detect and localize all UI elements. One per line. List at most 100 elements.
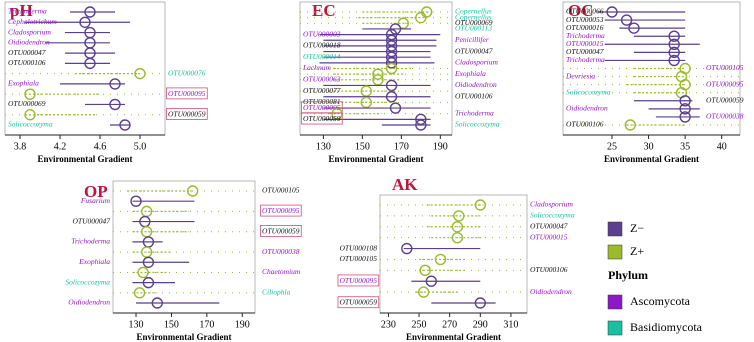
panel-title: AK bbox=[392, 175, 418, 194]
x-axis-label: Environmental Gradient bbox=[406, 332, 501, 342]
legend-swatch bbox=[607, 294, 623, 310]
taxon-label: Solicoccozyma bbox=[530, 211, 575, 220]
x-tick-label: 130 bbox=[316, 141, 331, 152]
highlight-box bbox=[260, 225, 302, 237]
legend-label: Z+ bbox=[630, 244, 644, 258]
taxon-label: Chaetomium bbox=[262, 267, 301, 276]
panel-title: OP bbox=[84, 182, 108, 201]
highlight-box bbox=[166, 87, 208, 100]
taxon-label: OTU000106 bbox=[8, 58, 46, 67]
change-point bbox=[606, 6, 618, 18]
taxon-label: Trichoderma bbox=[455, 108, 494, 117]
taxon-label: Copernellus bbox=[455, 12, 492, 21]
change-point bbox=[474, 199, 486, 211]
highlight-box bbox=[337, 274, 380, 287]
change-point bbox=[668, 38, 680, 50]
x-tick-label: 290 bbox=[473, 319, 488, 330]
taxon-label: Cladosporium bbox=[8, 27, 52, 36]
change-point bbox=[79, 16, 91, 28]
taxon-label: Trichoderma bbox=[71, 237, 110, 246]
x-tick-label: 25 bbox=[607, 141, 617, 152]
taxon-label: OTU000053 bbox=[566, 15, 604, 24]
taxon-label: OTU000014 bbox=[303, 52, 341, 61]
change-point bbox=[130, 195, 142, 207]
taxon-label: OTU000063 bbox=[303, 75, 341, 84]
legend-title: Phylum bbox=[608, 268, 648, 282]
legend-swatch bbox=[607, 244, 623, 260]
taxon-label: OTU000015 bbox=[566, 39, 604, 48]
change-point bbox=[389, 23, 402, 35]
change-point bbox=[134, 67, 146, 80]
taxon-label: OTU000105 bbox=[339, 254, 377, 263]
taxon-label: OTU000003 bbox=[303, 29, 341, 38]
change-point bbox=[385, 79, 398, 92]
taxon-label: OTU000095 bbox=[168, 89, 206, 98]
change-point bbox=[385, 45, 398, 58]
taxon-label: OTU000015 bbox=[530, 232, 568, 241]
change-point bbox=[451, 221, 464, 233]
x-tick-label: 250 bbox=[412, 319, 427, 330]
taxon-label: OTU000077 bbox=[303, 86, 341, 95]
change-point bbox=[415, 11, 427, 24]
taxon-label: Oidiodendron bbox=[566, 104, 608, 113]
change-point bbox=[24, 109, 36, 121]
change-point bbox=[84, 6, 96, 18]
taxon-label: Solicoccozyma bbox=[566, 87, 611, 96]
taxon-label: Cladosporium bbox=[530, 200, 574, 209]
change-point bbox=[451, 231, 464, 244]
taxon-label: OTU000018 bbox=[303, 41, 341, 50]
panel-title: pH bbox=[10, 1, 33, 20]
change-point bbox=[679, 103, 691, 115]
change-point bbox=[84, 57, 96, 70]
change-point bbox=[151, 297, 163, 309]
change-point bbox=[679, 95, 691, 107]
x-tick-label: 230 bbox=[381, 319, 396, 330]
taxon-label: OTU000095 bbox=[262, 206, 300, 215]
change-point bbox=[142, 276, 155, 289]
change-point bbox=[385, 57, 398, 69]
change-point bbox=[109, 78, 121, 90]
change-point bbox=[417, 286, 430, 298]
panel-title: EC bbox=[312, 1, 336, 20]
taxon-label: OTU000059 bbox=[168, 109, 206, 118]
taxon-label: Trichoderma bbox=[566, 55, 605, 64]
highlight-box bbox=[301, 112, 343, 125]
taxon-label: OTU000059 bbox=[706, 96, 744, 105]
taxon-label: OTU000047 bbox=[566, 47, 604, 56]
taxon-label: OTU000047 bbox=[530, 221, 568, 230]
x-axis-label: Environmental Gradient bbox=[328, 154, 423, 164]
taxon-label: OTU000106 bbox=[455, 91, 493, 100]
change-point bbox=[401, 242, 413, 255]
x-axis-label: Environmental Gradient bbox=[136, 332, 231, 342]
taxon-label: Solicoccozyma bbox=[65, 277, 110, 286]
change-point bbox=[415, 113, 427, 126]
taxon-label: OTU000047 bbox=[72, 216, 110, 225]
change-point bbox=[453, 210, 465, 222]
taxon-label: OTU000106 bbox=[566, 120, 604, 129]
taxon-label: Trichoderma bbox=[566, 31, 605, 40]
taxon-label: OTU000059 bbox=[339, 298, 377, 307]
legend-label: Ascomycota bbox=[630, 294, 691, 308]
change-point bbox=[628, 22, 640, 34]
change-point bbox=[668, 54, 680, 67]
taxon-label: OTU000069 bbox=[8, 99, 46, 108]
legend-label: Basidiomycota bbox=[630, 320, 703, 334]
change-point bbox=[679, 111, 691, 123]
change-point bbox=[385, 34, 398, 46]
taxon-label: Oidiodendron bbox=[455, 80, 497, 89]
legend-swatch bbox=[607, 320, 623, 336]
change-point bbox=[142, 256, 155, 268]
taxon-label: Exophiala bbox=[7, 79, 39, 88]
x-tick-label: 310 bbox=[503, 319, 518, 330]
taxon-label: OTU000095 bbox=[339, 276, 377, 285]
change-point bbox=[372, 74, 384, 86]
change-point bbox=[620, 14, 633, 26]
change-point bbox=[385, 28, 398, 41]
x-tick-label: 3.8 bbox=[14, 141, 27, 152]
x-tick-label: 130 bbox=[129, 319, 144, 330]
change-point bbox=[119, 119, 131, 131]
taxon-label: OTU000095 bbox=[303, 103, 341, 112]
change-point bbox=[24, 88, 36, 100]
taxon-label: Solicoccozyma bbox=[455, 120, 500, 129]
legend-swatch bbox=[607, 221, 623, 237]
